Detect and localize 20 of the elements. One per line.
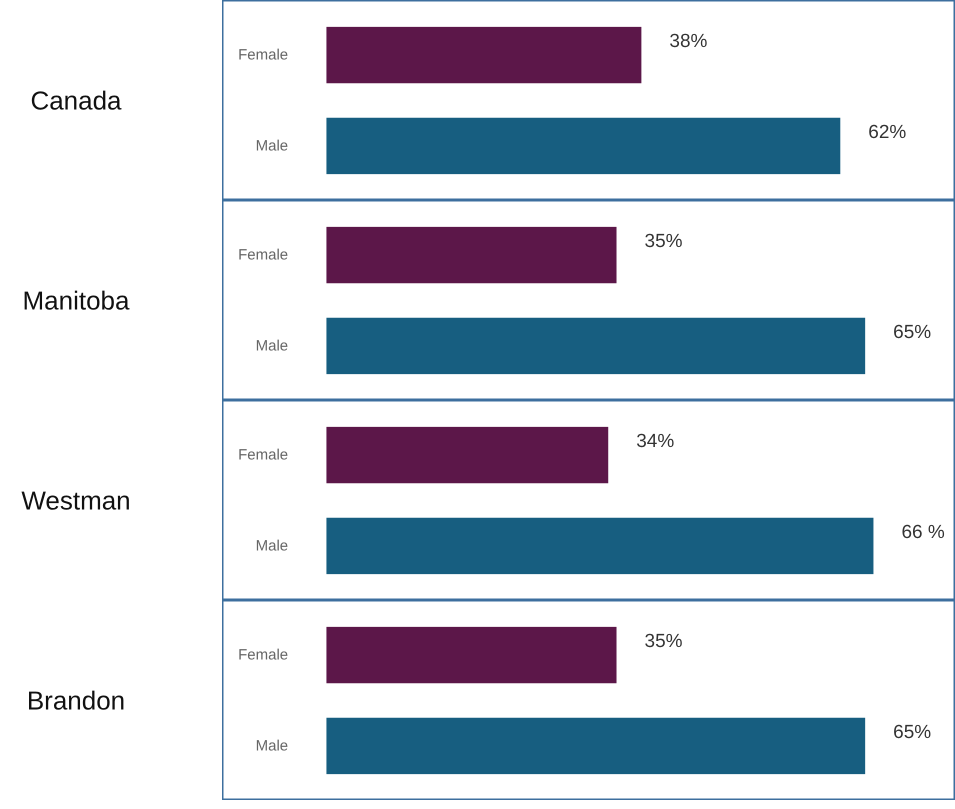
data-label: 66 % xyxy=(901,522,945,543)
y-tick-label: Female xyxy=(238,46,288,64)
data-label: 62% xyxy=(868,122,906,143)
y-tick-label: Female xyxy=(238,246,288,264)
y-tick-label: Male xyxy=(256,337,288,354)
y-tick-label: Female xyxy=(238,646,288,664)
y-tick-label: Female xyxy=(238,446,288,464)
y-tick-label: Male xyxy=(256,737,288,754)
y-tick-label: Male xyxy=(256,137,288,154)
text: Brandon xyxy=(26,686,126,716)
data-label: 35% xyxy=(644,630,683,652)
text: Manitoba xyxy=(22,286,130,316)
data-label: 35% xyxy=(644,230,683,252)
data-label: 65% xyxy=(893,722,932,743)
data-label: 65% xyxy=(893,322,932,343)
y-tick-label: Male xyxy=(256,537,288,554)
text: Westman xyxy=(21,486,131,516)
data-label: 34% xyxy=(636,430,674,452)
text: Canada xyxy=(30,86,122,116)
data-label: 38% xyxy=(669,30,708,52)
